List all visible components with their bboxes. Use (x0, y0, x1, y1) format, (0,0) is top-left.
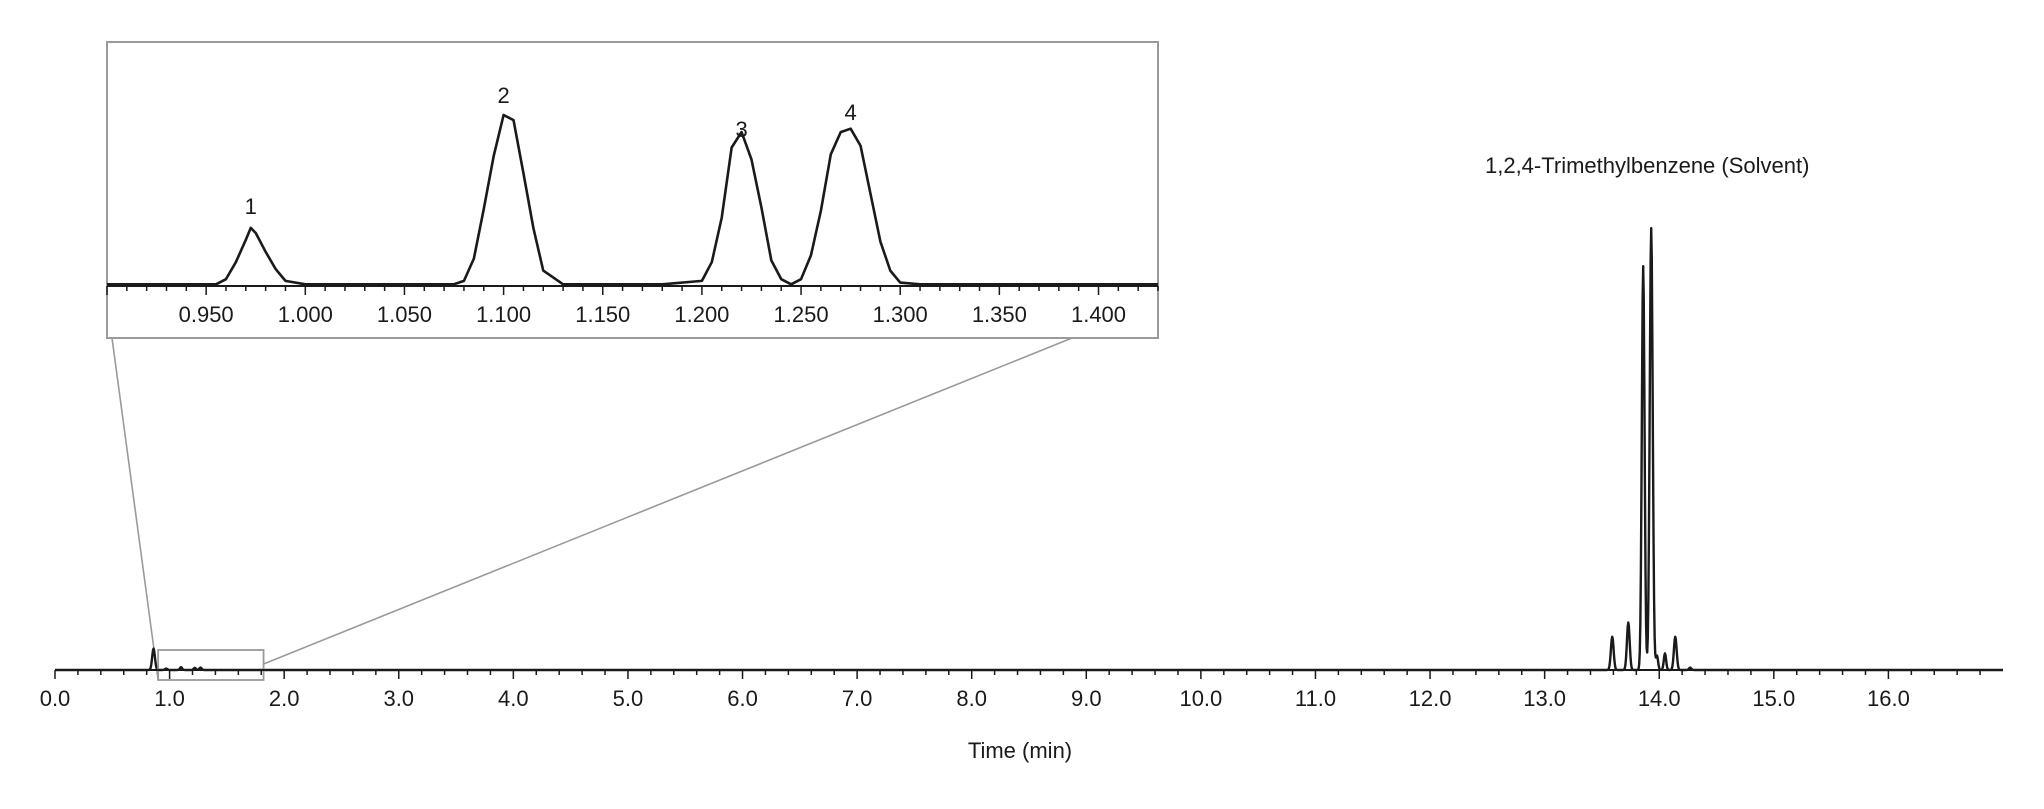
x-tick-label: 11.0 (1295, 686, 1336, 711)
zoom-connector-left (111, 337, 159, 681)
x-tick-label: 3.0 (383, 686, 414, 711)
inset-chromatogram-trace (107, 113, 1158, 286)
x-axis-title: Time (min) (968, 738, 1072, 763)
inset-x-tick-label: 1.050 (377, 302, 432, 327)
x-tick-label: 4.0 (498, 686, 529, 711)
inset-peak-label: 4 (845, 100, 857, 125)
inset-x-tick-label: 1.000 (278, 302, 333, 327)
x-tick-label: 9.0 (1071, 686, 1102, 711)
inset-x-tick-label: 1.100 (476, 302, 531, 327)
x-tick-label: 12.0 (1409, 686, 1452, 711)
x-tick-label: 16.0 (1867, 686, 1910, 711)
inset-x-tick-label: 1.300 (873, 302, 928, 327)
solvent-peak-label: 1,2,4-Trimethylbenzene (Solvent) (1485, 153, 1809, 178)
inset-peak-label: 1 (245, 194, 257, 219)
x-tick-label: 7.0 (842, 686, 873, 711)
x-tick-label: 15.0 (1752, 686, 1795, 711)
inset-zoom-panel: 0.950 1.000 1.050 1.100 1.150 1.200 1.250 1.300… (106, 41, 1159, 339)
x-tick-label: 6.0 (727, 686, 758, 711)
inset-x-tick-label: 1.200 (674, 302, 729, 327)
inset-peak-label: 2 (497, 83, 509, 108)
inset-x-tick-label: 1.400 (1071, 302, 1126, 327)
x-tick-label: 14.0 (1638, 686, 1681, 711)
inset-x-tick-label: 0.950 (179, 302, 234, 327)
inset-x-tick-label: 1.150 (575, 302, 630, 327)
inset-peak-label: 3 (735, 117, 747, 142)
x-tick-label: 13.0 (1523, 686, 1566, 711)
x-tick-label: 8.0 (956, 686, 987, 711)
x-tick-label: 0.0 (40, 686, 71, 711)
x-tick-label: 1.0 (154, 686, 185, 711)
x-tick-label: 10.0 (1179, 686, 1222, 711)
x-tick-label: 5.0 (613, 686, 644, 711)
zoom-connector-right (263, 337, 1073, 665)
inset-x-tick-label: 1.250 (774, 302, 829, 327)
x-tick-label: 2.0 (269, 686, 300, 711)
inset-x-tick-label: 1.350 (972, 302, 1027, 327)
inset-frame (106, 41, 1159, 339)
zoom-region-box (157, 649, 265, 681)
